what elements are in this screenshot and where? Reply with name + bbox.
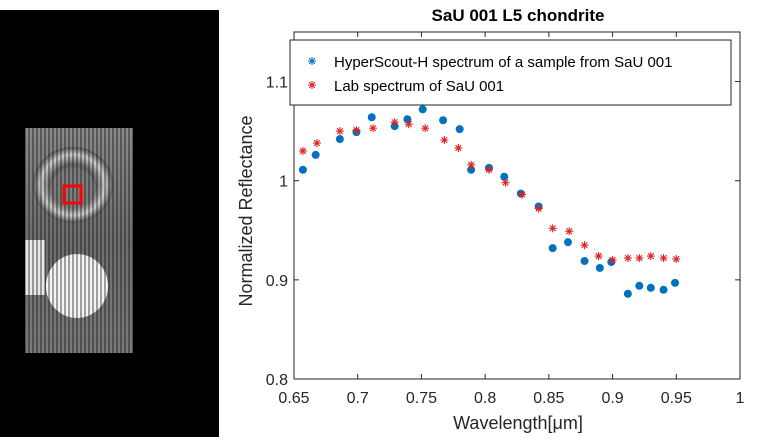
lab-point (608, 256, 617, 265)
lab-point (312, 139, 321, 148)
lab-point (467, 160, 476, 169)
legend-asterisk-lab (308, 81, 316, 89)
sample-thumbnail-image (25, 128, 133, 353)
sample-image-panel (0, 10, 219, 437)
x-axis-label: Wavelength[μm] (453, 413, 583, 433)
legend-label-hyperscout: HyperScout-H spectrum of a sample from S… (334, 54, 672, 71)
hyperscout-point (623, 289, 632, 298)
lab-point (421, 124, 430, 133)
lab-point (484, 165, 493, 174)
lab-point (635, 254, 644, 263)
lab-point (335, 127, 344, 136)
hyperscout-point (548, 244, 557, 253)
lab-point (298, 146, 307, 155)
lab-point (390, 118, 399, 127)
legend-marker-lab (308, 81, 316, 89)
lab-point (594, 252, 603, 261)
x-tick-label: 1 (736, 390, 745, 407)
hyperscout-point (335, 135, 344, 144)
lab-point (659, 254, 668, 263)
x-axis-ticks: 0.65 0.7 0.75 0.8 0.85 0.9 0.95 1 (278, 32, 745, 407)
hyperscout-point (455, 125, 464, 134)
x-tick-label: 0.8 (474, 390, 496, 407)
hyperscout-point (646, 283, 655, 292)
lab-point (548, 224, 557, 233)
hyperscout-point (563, 238, 572, 247)
legend-marker-hyperscout (308, 57, 316, 65)
hyperscout-point (439, 116, 448, 125)
y-tick-label: 1.1 (266, 75, 288, 92)
lab-point (623, 254, 632, 263)
lab-point (580, 241, 589, 250)
x-tick-label: 0.65 (278, 390, 309, 407)
x-tick-label: 0.95 (661, 390, 692, 407)
legend-asterisk-hyperscout (308, 57, 316, 65)
hyperscout-point (671, 278, 680, 287)
chart-title: SaU 001 L5 chondrite (432, 6, 605, 25)
y-axis-label: Normalized Reflectance (236, 115, 256, 306)
legend-label-lab: Lab spectrum of SaU 001 (334, 78, 504, 95)
x-tick-label: 0.7 (347, 390, 369, 407)
lab-point (404, 120, 413, 129)
hyperscout-point (659, 285, 668, 294)
lab-point (454, 143, 463, 152)
hyperscout-point (467, 165, 476, 174)
lab-point (501, 178, 510, 187)
x-tick-label: 0.75 (406, 390, 437, 407)
hyperscout-point (367, 113, 376, 122)
roi-marker (62, 184, 83, 205)
plot-area-frame (293, 31, 741, 380)
x-tick-label: 0.85 (533, 390, 564, 407)
legend-box (289, 39, 732, 106)
y-tick-label: 0.9 (266, 273, 288, 290)
lab-point (534, 204, 543, 213)
hyperscout-point (418, 105, 427, 114)
lab-point (672, 255, 681, 264)
lab-point (369, 124, 378, 133)
series-hyperscout (298, 105, 680, 298)
series-lab (298, 118, 681, 265)
lab-point (565, 227, 574, 236)
y-axis-ticks: 0.8 0.9 1 1.1 (266, 75, 740, 389)
hyperscout-point (500, 172, 509, 181)
axes (293, 31, 741, 380)
lab-point (518, 190, 527, 199)
hyperscout-point (580, 257, 589, 266)
hyperscout-point (298, 165, 307, 174)
hyperscout-point (403, 115, 412, 124)
lab-point (352, 126, 361, 135)
y-tick-label: 1 (279, 174, 288, 191)
hyperscout-point (635, 281, 644, 290)
hyperscout-point (311, 150, 320, 159)
legend: HyperScout-H spectrum of a sample from S… (289, 39, 732, 106)
lab-point (646, 252, 655, 261)
x-tick-label: 0.9 (601, 390, 623, 407)
y-tick-label: 0.8 (266, 372, 288, 389)
hyperscout-point (595, 263, 604, 272)
lab-point (440, 136, 449, 145)
